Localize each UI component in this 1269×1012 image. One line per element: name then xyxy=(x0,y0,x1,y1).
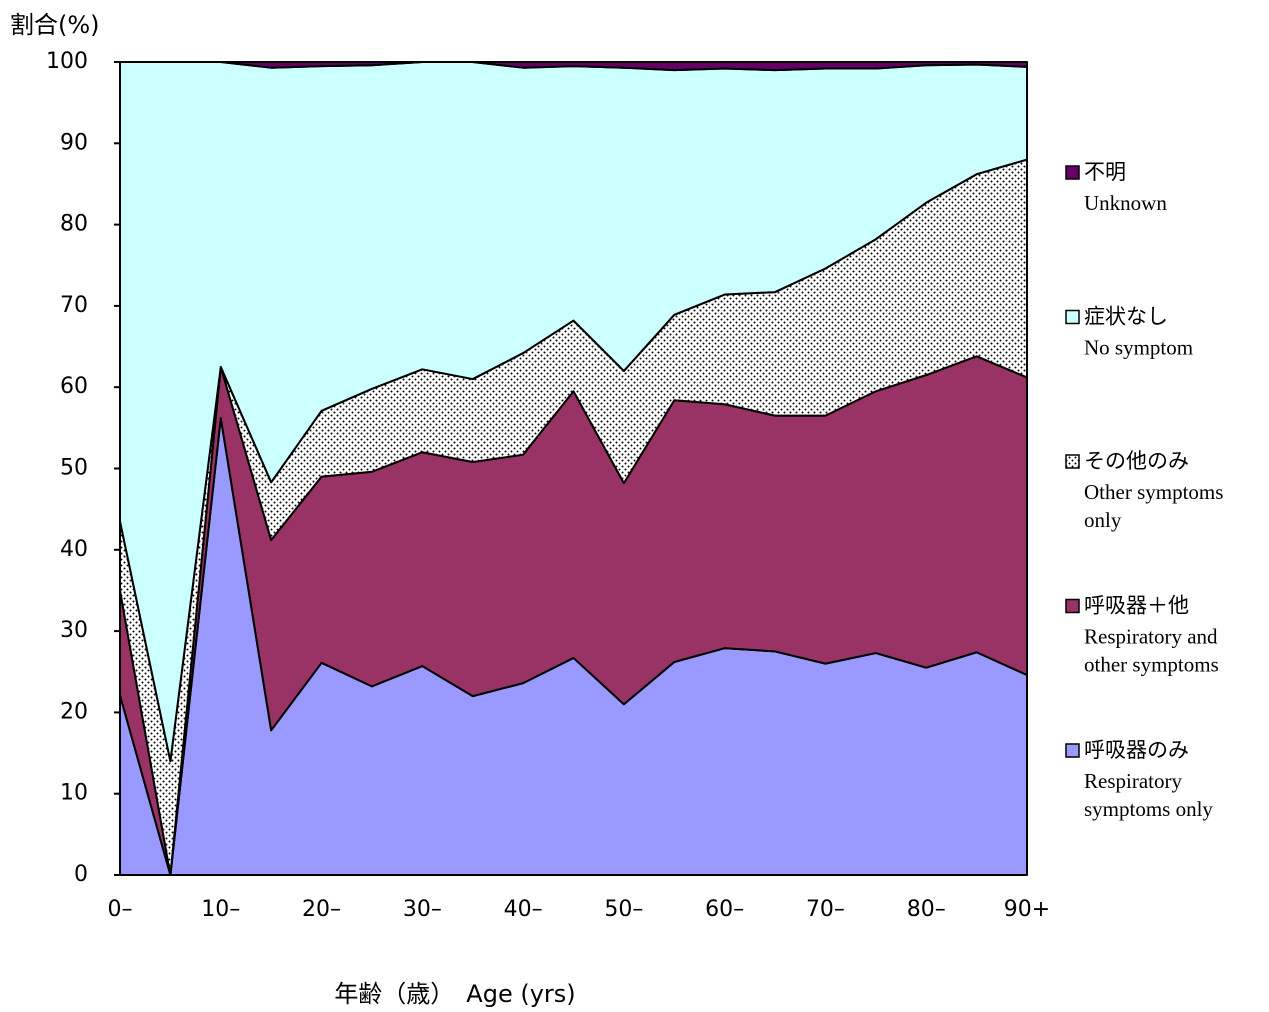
y-tick-label: 40 xyxy=(60,537,88,562)
legend-label-en: Respiratory xyxy=(1084,769,1182,793)
y-axis-title: 割合(%) xyxy=(10,11,100,39)
legend-label-en: Respiratory and xyxy=(1084,624,1218,648)
x-tick-label: 20– xyxy=(302,897,341,922)
x-tick-label: 0– xyxy=(108,897,133,922)
x-tick-label: 60– xyxy=(705,897,744,922)
legend-swatch xyxy=(1065,309,1080,325)
legend-label: 症状なし xyxy=(1084,305,1168,329)
legend-label: 呼吸器のみ xyxy=(1084,738,1189,762)
y-tick-label: 70 xyxy=(60,293,88,318)
legend-swatch xyxy=(1065,454,1080,469)
y-tick-label: 10 xyxy=(60,781,88,806)
x-tick-label: 30– xyxy=(403,897,442,922)
y-tick-label: 90 xyxy=(60,130,88,155)
y-tick-label: 50 xyxy=(60,456,88,481)
legend-label-en: Other symptoms xyxy=(1084,480,1223,504)
legend-label-en: No symptom xyxy=(1084,335,1193,359)
x-tick-label: 70– xyxy=(806,897,845,922)
legend-swatch xyxy=(1065,598,1080,614)
y-tick-label: 60 xyxy=(60,374,88,399)
y-tick-label: 20 xyxy=(60,699,88,724)
legend-label-en: symptoms only xyxy=(1084,797,1213,821)
legend-swatch xyxy=(1065,743,1080,758)
y-tick-label: 100 xyxy=(46,49,88,74)
x-tick-label: 40– xyxy=(504,897,543,922)
area xyxy=(119,61,1028,72)
x-tick-label: 10– xyxy=(201,897,240,922)
legend-label: その他のみ xyxy=(1084,449,1189,473)
y-tick-label: 0 xyxy=(74,862,88,887)
legend-label: 呼吸器＋他 xyxy=(1084,594,1189,618)
legend-label-en: other symptoms xyxy=(1084,652,1219,676)
y-tick-label: 80 xyxy=(60,212,88,237)
x-axis-title: 年齢（歳） Age (yrs) xyxy=(334,980,575,1008)
y-tick-label: 30 xyxy=(60,618,88,643)
legend-label-en: Unknown xyxy=(1084,191,1167,215)
x-tick-label: 50– xyxy=(604,897,643,922)
legend-label: 不明 xyxy=(1084,160,1126,184)
legend-label-en: only xyxy=(1084,508,1122,532)
x-tick-label: 80– xyxy=(907,897,946,922)
x-tick-label: 90+ xyxy=(1004,897,1050,922)
legend-swatch xyxy=(1065,165,1080,180)
